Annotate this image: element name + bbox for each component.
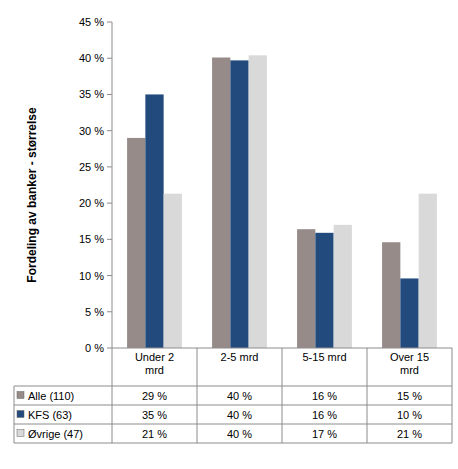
table-line (112, 348, 113, 443)
bar (315, 233, 333, 348)
data-label: 10 % (397, 409, 422, 421)
table-line (452, 348, 453, 443)
y-tick (107, 203, 112, 204)
table-line (14, 386, 15, 443)
data-label: 17 % (312, 428, 337, 440)
bar (400, 278, 418, 348)
chart: Fordeling av banker - størrelse 0 % 5 % 10 … (0, 0, 458, 469)
data-label: 15 % (397, 390, 422, 402)
y-tick-label: 35 % (79, 88, 104, 100)
y-tick (107, 166, 112, 167)
legend-label: Øvrige (47) (28, 428, 83, 440)
y-tick (107, 58, 112, 59)
y-tick-label: 40 % (79, 52, 104, 64)
bars (127, 55, 437, 348)
y-tick (107, 275, 112, 276)
y-tick (107, 348, 112, 349)
bar (164, 194, 182, 348)
category-label: 5-15 mrd (302, 351, 346, 363)
category-label-line: Under 2 (135, 351, 174, 363)
table-line (367, 348, 368, 443)
y-tick (107, 94, 112, 95)
table-line (197, 348, 198, 443)
bar (297, 229, 315, 348)
y-tick-label: 10 % (79, 270, 104, 282)
category-label-line: Over 15 (390, 351, 429, 363)
bar (212, 57, 230, 348)
y-tick-label: 45 % (79, 16, 104, 28)
data-label: 21 % (142, 428, 167, 440)
y-tick-label: 15 % (79, 233, 104, 245)
table-line (14, 424, 452, 425)
category-label-line: 5-15 mrd (302, 351, 346, 363)
category-label-line: mrd (400, 364, 419, 376)
category-label: Over 15mrd (390, 351, 429, 376)
y-tick-label: 20 % (79, 197, 104, 209)
legend-key (17, 430, 24, 437)
bar (419, 194, 437, 348)
bar (249, 55, 267, 348)
data-label: 40 % (227, 390, 252, 402)
category-label-line: 2-5 mrd (221, 351, 259, 363)
y-tick-label: 5 % (85, 306, 104, 318)
bar (145, 94, 163, 348)
legend-label: Alle (110) (28, 390, 74, 402)
y-tick-label: 0 % (85, 342, 104, 354)
y-tick (107, 130, 112, 131)
legend-key (17, 411, 24, 418)
data-label: 40 % (227, 428, 252, 440)
bar (127, 138, 145, 348)
y-axis (112, 22, 113, 348)
y-tick (107, 22, 112, 23)
table-line (14, 386, 452, 387)
y-tick (107, 239, 112, 240)
bar (382, 242, 400, 348)
table-line (14, 443, 452, 444)
category-label: 2-5 mrd (221, 351, 259, 363)
legend-key (17, 392, 24, 399)
y-tick-label: 25 % (79, 161, 104, 173)
data-label: 29 % (142, 390, 167, 402)
category-label-line: mrd (145, 364, 164, 376)
data-label: 16 % (312, 409, 337, 421)
data-label: 35 % (142, 409, 167, 421)
legend-label: KFS (63) (28, 409, 72, 421)
data-label: 40 % (227, 409, 252, 421)
table-line (282, 348, 283, 443)
category-label: Under 2mrd (135, 351, 174, 376)
y-tick (107, 311, 112, 312)
data-label: 16 % (312, 390, 337, 402)
y-tick-label: 30 % (79, 125, 104, 137)
y-axis-label: Fordeling av banker - størrelse (25, 107, 39, 283)
bar (334, 225, 352, 348)
data-label: 21 % (397, 428, 422, 440)
bar (230, 60, 248, 348)
table-line (14, 405, 452, 406)
background (0, 0, 458, 469)
